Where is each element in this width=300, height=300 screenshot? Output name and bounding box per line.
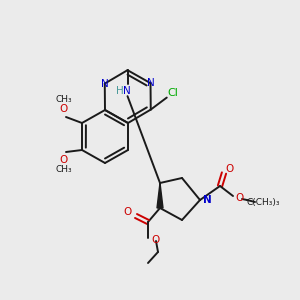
Text: N: N xyxy=(123,86,130,96)
Polygon shape xyxy=(157,183,163,208)
Text: O: O xyxy=(226,164,234,174)
Text: Cl: Cl xyxy=(167,88,178,98)
Text: N: N xyxy=(101,79,109,88)
Text: O: O xyxy=(235,193,243,203)
Text: CH₃: CH₃ xyxy=(56,95,72,104)
Text: O: O xyxy=(151,235,159,245)
Text: CH₃: CH₃ xyxy=(56,166,72,175)
Text: H: H xyxy=(116,86,123,96)
Text: O: O xyxy=(60,155,68,165)
Text: O: O xyxy=(60,104,68,114)
Text: O: O xyxy=(124,207,132,217)
Text: C(CH₃)₃: C(CH₃)₃ xyxy=(246,199,280,208)
Text: N: N xyxy=(202,195,211,205)
Text: N: N xyxy=(147,78,154,88)
